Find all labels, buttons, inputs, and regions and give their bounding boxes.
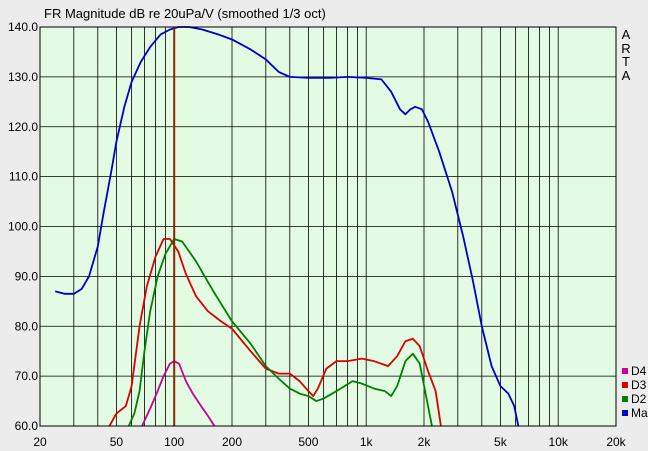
series-line-d3 — [108, 238, 442, 427]
x-tick-label: 5k — [494, 435, 508, 449]
legend-label: D2 — [631, 392, 647, 406]
plot-border — [39, 26, 617, 427]
chart-title: FR Magnitude dB re 20uPa/V (smoothed 1/3… — [44, 6, 326, 21]
arta-watermark: A R T A — [621, 28, 631, 82]
y-tick-label: 90.0 — [15, 269, 39, 283]
x-tick-label: 1k — [360, 435, 374, 449]
y-tick-label: 120.0 — [8, 120, 38, 134]
series-line-d2 — [127, 238, 433, 427]
y-tick-label: 140.0 — [8, 20, 38, 34]
x-tick-label: 20k — [606, 435, 626, 449]
series-line-d4 — [141, 360, 216, 427]
y-tick-label: 70.0 — [15, 369, 39, 383]
legend-swatch — [622, 396, 628, 402]
legend-swatch — [622, 410, 628, 416]
watermark-letter: A — [621, 67, 631, 83]
legend-label: D3 — [631, 378, 647, 392]
legend-label: Ma — [631, 406, 648, 420]
watermark-letter: A — [621, 27, 631, 42]
y-tick-label: 110.0 — [9, 170, 38, 184]
y-tick-label: 130.0 — [8, 70, 38, 84]
y-tick-label: 100.0 — [8, 220, 38, 234]
x-tick-label: 50 — [110, 435, 124, 449]
x-tick-label: 20 — [33, 435, 47, 449]
y-tick-label: 60.0 — [15, 419, 39, 433]
watermark-letter: T — [622, 54, 630, 69]
watermark-letter: R — [621, 40, 631, 56]
legend-swatch — [622, 368, 628, 374]
series-line-ma — [54, 26, 520, 427]
x-tick-label: 200 — [222, 435, 242, 449]
x-tick-label: 10k — [549, 435, 569, 449]
x-tick-label: 100 — [164, 435, 184, 449]
y-tick-label: 80.0 — [15, 319, 39, 333]
legend-label: D4 — [631, 364, 647, 378]
x-tick-label: 2k — [418, 435, 432, 449]
x-tick-label: 500 — [298, 435, 318, 449]
legend-swatch — [622, 382, 628, 388]
